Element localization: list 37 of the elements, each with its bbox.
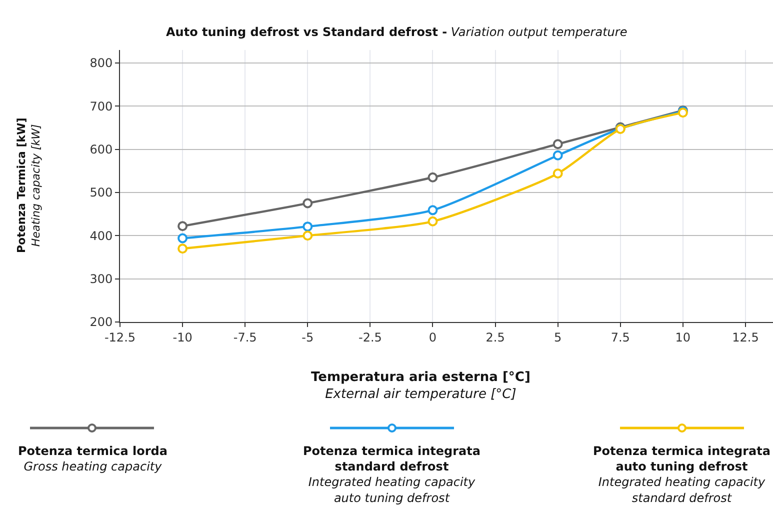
x-tick-label: 7.5 — [610, 330, 630, 344]
x-tick-label: 10 — [675, 330, 691, 344]
point — [302, 230, 313, 241]
x-tick-label: 12.5 — [732, 330, 759, 344]
chart-title: Auto tuning defrost vs Standard defrost - — [166, 25, 448, 39]
point — [552, 139, 563, 150]
x-tick-label: -12.5 — [104, 330, 136, 344]
point — [552, 168, 563, 178]
legend-label: Potenza termica integrata auto tuning defrost Integrated heating capacity standard defrost — [593, 444, 770, 505]
chart-subtitle: Variation output temperature — [450, 25, 628, 39]
x-tick-label: -2.5 — [358, 330, 382, 344]
x-tick-label: 5 — [554, 330, 562, 344]
legend-label: Potenza termica lorda Gross heating capacity — [18, 444, 168, 474]
point — [178, 221, 188, 232]
point — [552, 150, 563, 160]
y-tick-label: 200 — [90, 315, 113, 330]
x-tick-label: 2.5 — [486, 330, 505, 344]
x-tick-label: 0 — [428, 330, 437, 344]
point — [428, 205, 438, 216]
y-tick-label: 400 — [90, 228, 113, 243]
point — [178, 244, 188, 254]
y-tick-label: 300 — [90, 272, 113, 286]
y-axis-title: Potenza Termica [kW] Heating capacity [kW] — [15, 118, 42, 253]
y-tick-label: 600 — [90, 142, 113, 156]
y-tick-label: 800 — [90, 56, 113, 70]
x-tick-label: -10 — [172, 330, 192, 344]
point — [302, 222, 313, 232]
point — [178, 233, 188, 244]
y-tick-label: 500 — [90, 186, 113, 200]
legend-label: Potenza termica integrata standard defrost Integrated heating capacity auto tuning defrost — [303, 444, 480, 505]
y-tick-label: 700 — [90, 99, 113, 114]
point — [302, 198, 313, 208]
point — [428, 216, 438, 226]
x-axis-title: Temperatura aria esterna [°C] External air temperature [°C] — [311, 370, 530, 402]
x-tick-label: -5 — [302, 330, 314, 344]
x-tick-label: -7.5 — [233, 330, 257, 344]
point — [428, 172, 438, 182]
